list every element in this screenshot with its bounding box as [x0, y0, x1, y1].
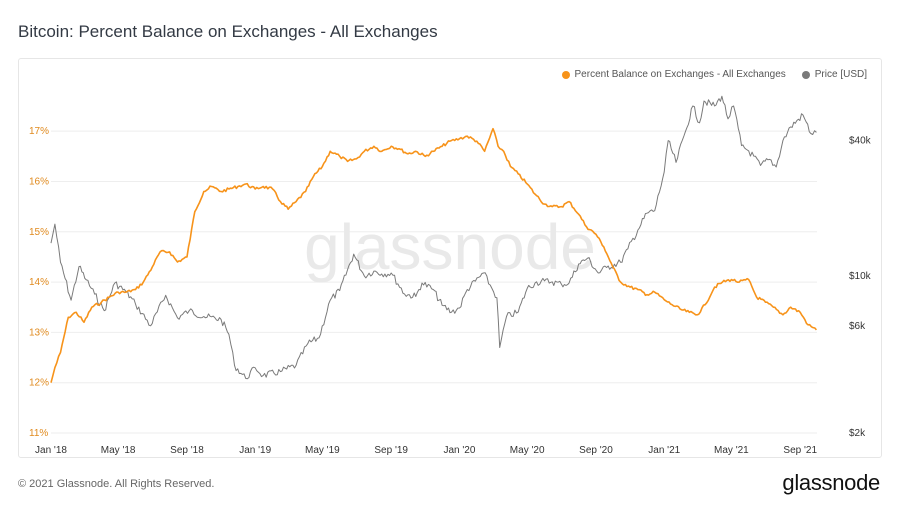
chart-card: Percent Balance on Exchanges - All Excha…	[18, 58, 882, 458]
chart-legend: Percent Balance on Exchanges - All Excha…	[546, 69, 867, 80]
right-tick-label: $6k	[849, 321, 866, 332]
series-line-price	[50, 95, 817, 380]
x-tick-label: Sep '18	[170, 445, 204, 456]
legend-item-price[interactable]: Price [USD]	[801, 69, 867, 80]
left-tick-label: 13%	[29, 327, 49, 338]
left-tick-label: 17%	[29, 126, 49, 137]
x-tick-label: Sep '21	[783, 445, 817, 456]
x-tick-label: Jan '21	[648, 445, 680, 456]
right-tick-label: $10k	[849, 271, 872, 282]
brand-logo[interactable]: glassnode	[782, 470, 880, 495]
watermark-logo: glassnode	[304, 211, 596, 283]
x-tick-label: Jan '20	[443, 445, 475, 456]
chart-plot: glassnode 11% 12% 13% 14% 15% 16% 17% $2k $6k $1…	[29, 95, 872, 456]
series-line-balance	[50, 127, 818, 383]
right-tick-label: $2k	[849, 428, 866, 439]
left-tick-label: 14%	[29, 277, 49, 288]
left-tick-label: 11%	[29, 428, 48, 439]
left-axis: 11% 12% 13% 14% 15% 16% 17%	[29, 126, 49, 439]
left-tick-label: 15%	[29, 227, 49, 238]
x-tick-label: Sep '20	[579, 445, 613, 456]
legend-item-balance[interactable]: Percent Balance on Exchanges - All Excha…	[561, 69, 786, 80]
x-tick-label: Jan '18	[35, 445, 67, 456]
x-tick-label: May '18	[101, 445, 136, 456]
grid-lines	[51, 130, 817, 434]
legend-label-price: Price [USD]	[814, 69, 867, 80]
x-tick-label: Jan '19	[239, 445, 271, 456]
x-tick-label: Sep '19	[374, 445, 408, 456]
x-tick-label: May '20	[510, 445, 545, 456]
left-tick-label: 16%	[29, 176, 49, 187]
left-tick-label: 12%	[29, 378, 49, 389]
copyright-text: © 2021 Glassnode. All Rights Reserved.	[18, 478, 215, 490]
right-axis: $2k $6k $10k $40k	[849, 136, 872, 439]
legend-dot-balance-icon	[561, 70, 570, 79]
x-axis: Jan '18 May '18 Sep '18 Jan '19 May '19 Sep '…	[35, 445, 817, 456]
x-tick-label: May '19	[305, 445, 340, 456]
legend-label-balance: Percent Balance on Exchanges - All Excha…	[574, 69, 786, 80]
chart-title: Bitcoin: Percent Balance on Exchanges - …	[18, 22, 438, 41]
x-tick-label: May '21	[714, 445, 749, 456]
legend-dot-price-icon	[801, 70, 810, 79]
right-tick-label: $40k	[849, 136, 872, 147]
